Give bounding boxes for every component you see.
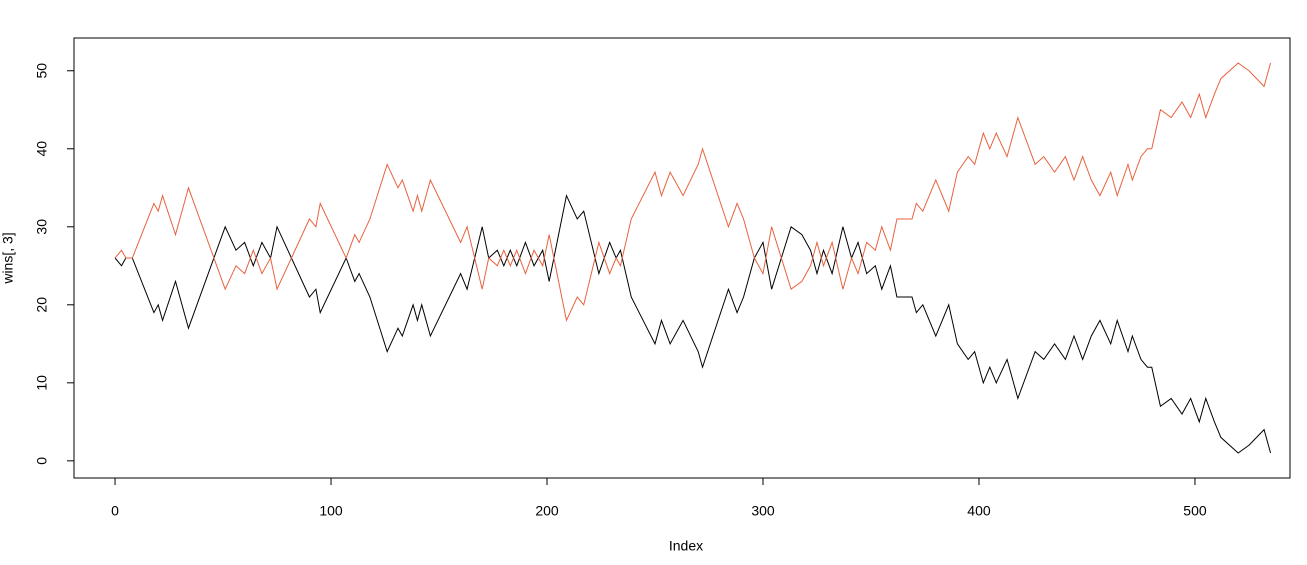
y-tick-label: 40 bbox=[34, 141, 50, 157]
series-line bbox=[114, 193, 1272, 454]
x-tick-label: 400 bbox=[967, 503, 991, 519]
y-tick-label: 0 bbox=[34, 457, 50, 465]
y-tick-label: 20 bbox=[34, 297, 50, 313]
x-tick-label: 500 bbox=[1183, 503, 1207, 519]
y-tick-label: 50 bbox=[34, 63, 50, 79]
series-line bbox=[114, 62, 1272, 323]
y-axis-label: wins[, 3] bbox=[0, 232, 16, 284]
y-tick-label: 30 bbox=[34, 219, 50, 235]
y-tick-label: 10 bbox=[34, 375, 50, 391]
x-tick-label: 0 bbox=[111, 503, 119, 519]
x-tick-label: 200 bbox=[535, 503, 559, 519]
x-tick-label: 100 bbox=[319, 503, 343, 519]
x-axis-label: Index bbox=[669, 538, 703, 554]
x-tick-label: 300 bbox=[751, 503, 775, 519]
